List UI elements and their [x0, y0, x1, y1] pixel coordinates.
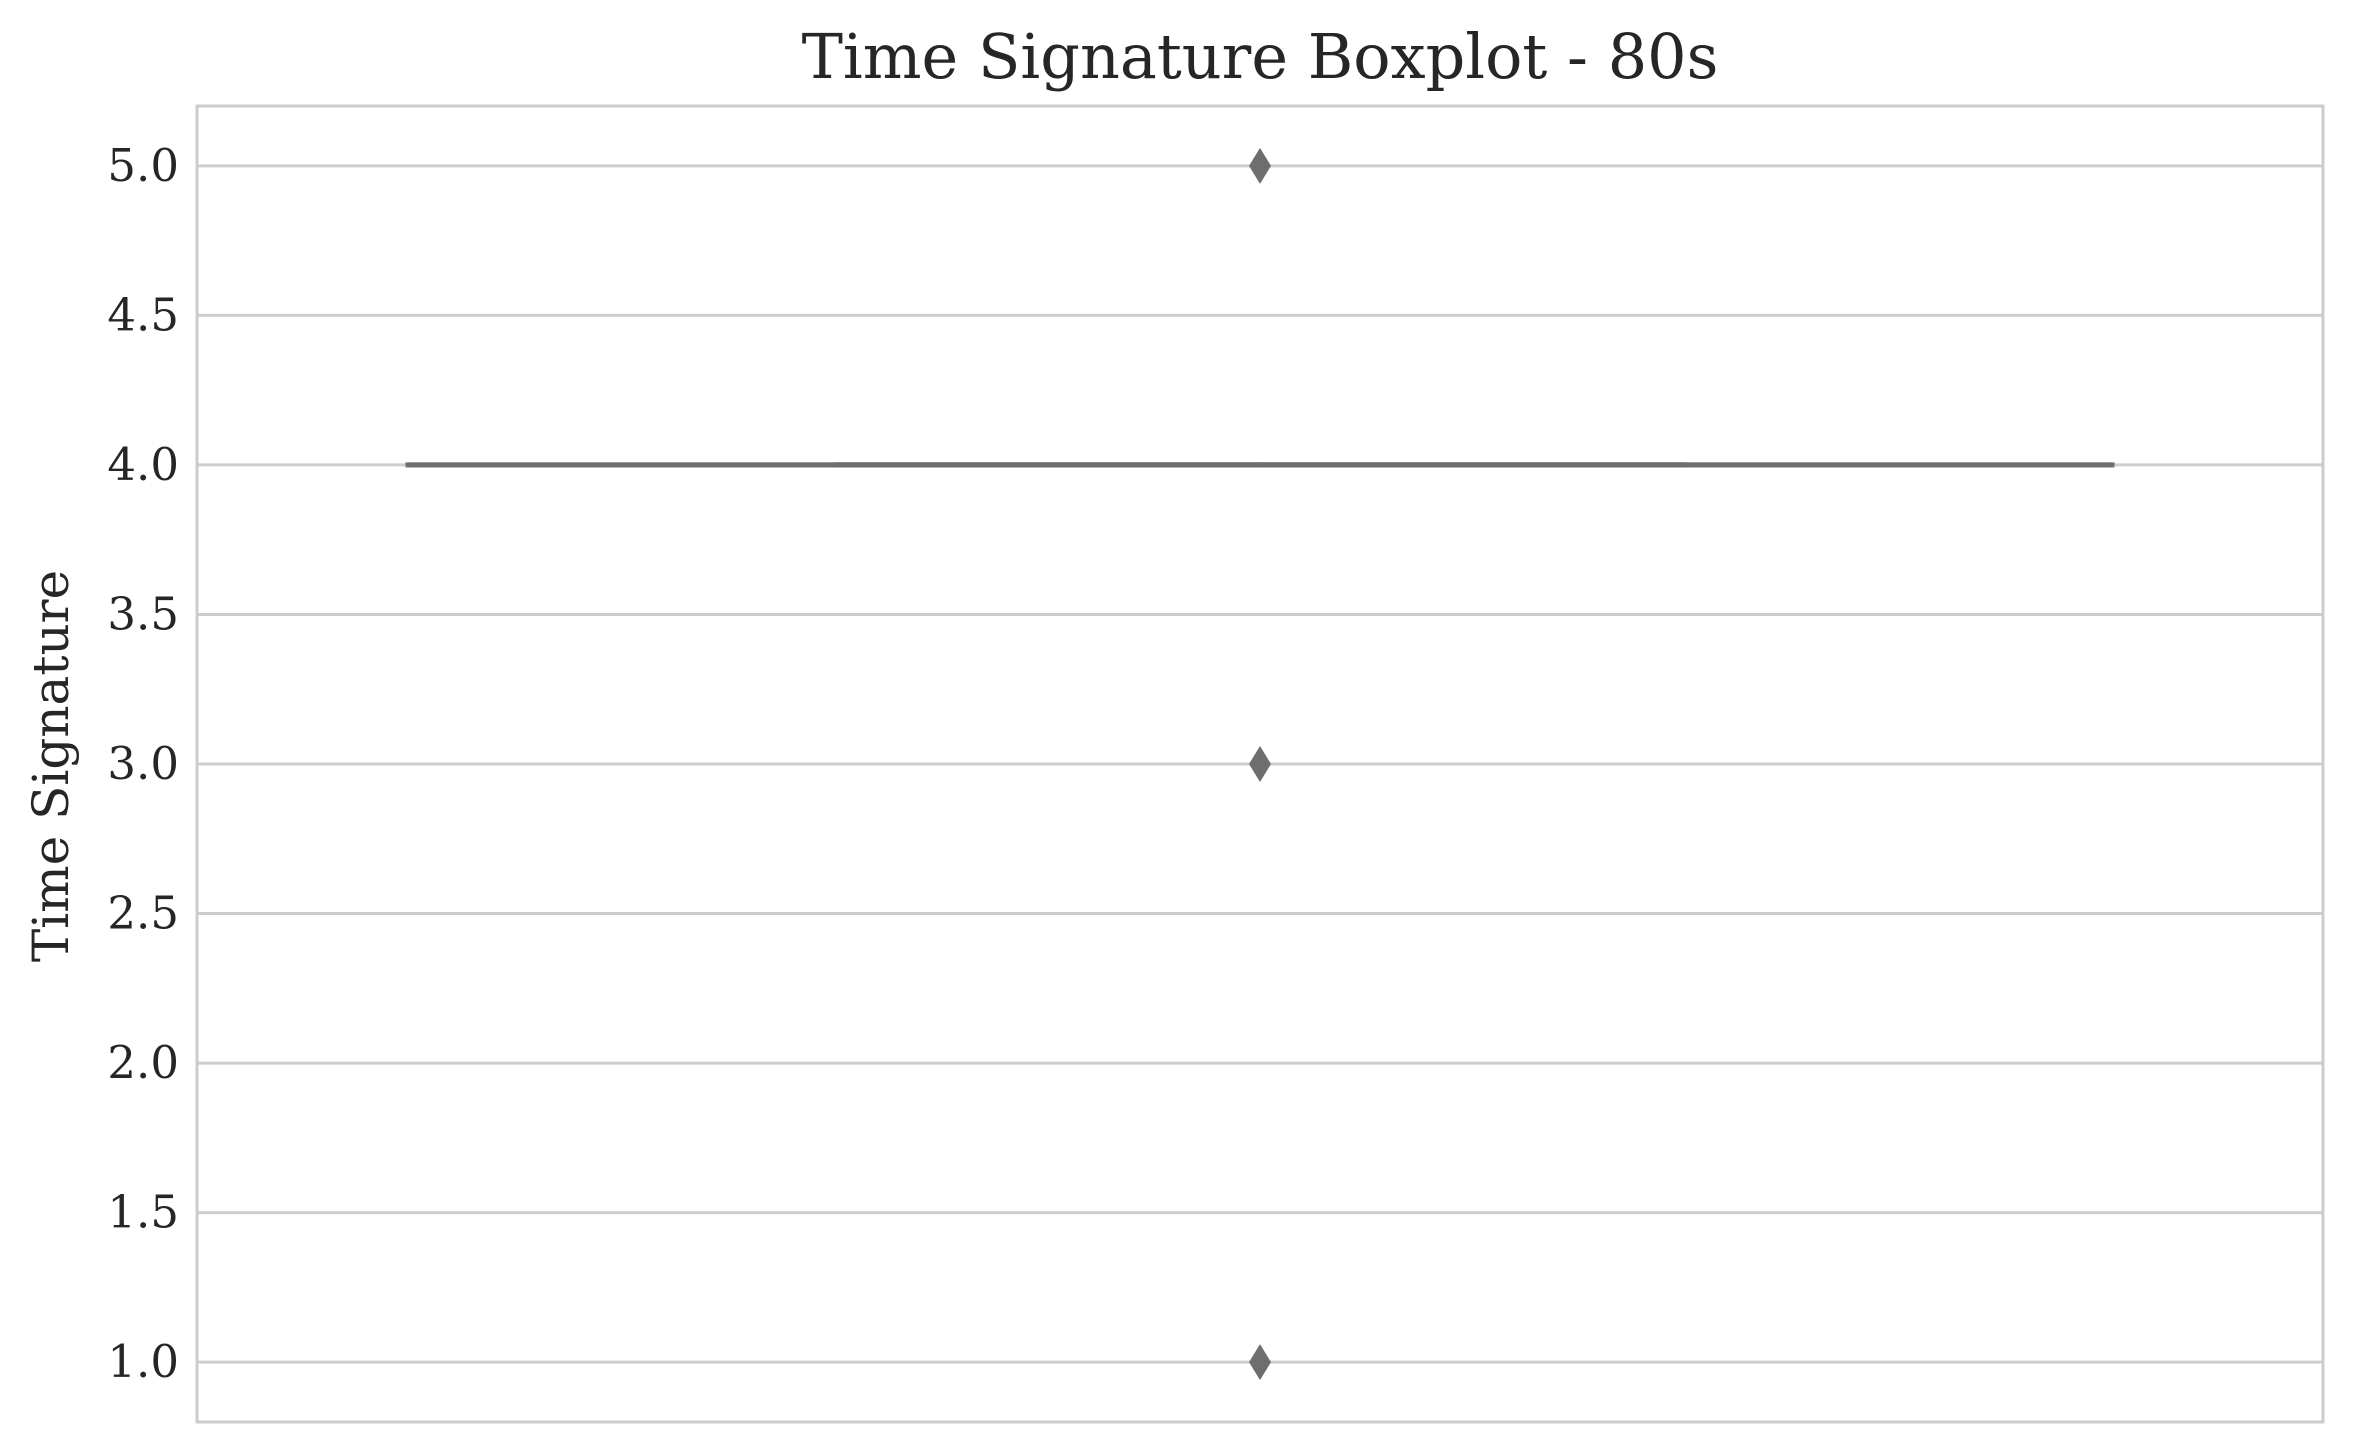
y-tick-label: 1.5	[107, 1186, 179, 1239]
y-tick-label: 2.5	[107, 887, 179, 940]
y-tick-label: 4.0	[107, 438, 179, 491]
outlier-point	[1249, 1344, 1271, 1381]
y-tick-label: 5.0	[107, 139, 179, 192]
y-tick-label: 3.0	[107, 737, 179, 790]
y-axis-label: Time Signature	[22, 570, 80, 962]
y-tick-labels: 1.0 1.5 2.0 2.5 3.0 3.5 4.0 4.5 5.0	[107, 139, 179, 1388]
plot-frame	[195, 104, 2325, 1424]
outlier-point	[1249, 746, 1271, 782]
chart-title: Time Signature Boxplot - 80s	[802, 20, 1719, 93]
y-tick-label: 1.0	[107, 1335, 179, 1388]
y-tick-label: 3.5	[107, 587, 179, 640]
y-tick-label: 2.0	[107, 1036, 179, 1089]
outliers	[1249, 147, 1271, 1381]
outlier-point	[1249, 147, 1271, 184]
y-tick-label: 4.5	[107, 288, 179, 341]
